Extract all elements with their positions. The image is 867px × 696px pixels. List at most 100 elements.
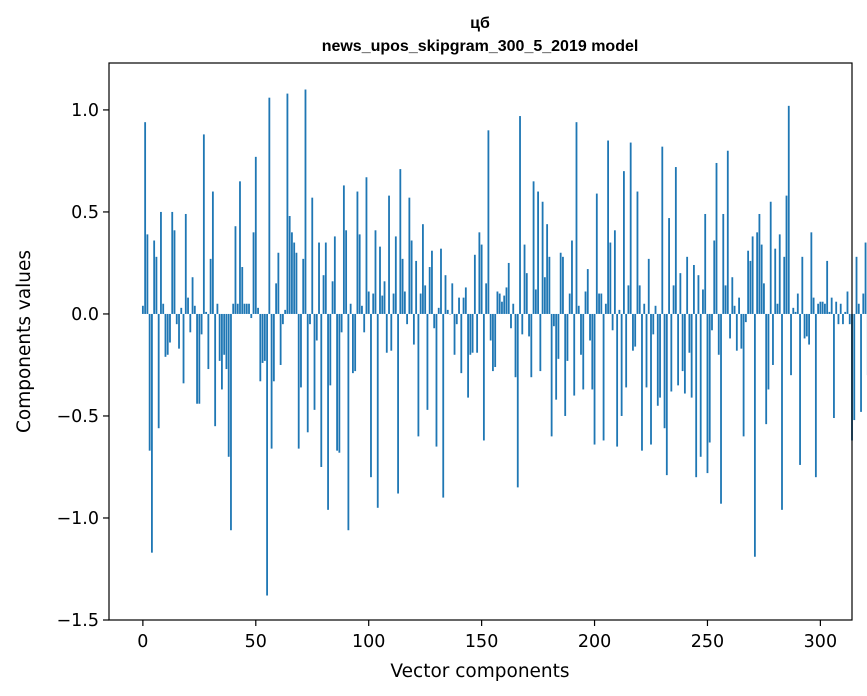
bar-117 (406, 313, 409, 325)
bar-317 (857, 303, 860, 314)
bar-259 (726, 150, 729, 314)
bar-119 (410, 240, 413, 314)
bar-182 (552, 313, 555, 327)
x-tick-label: 0 (137, 632, 148, 652)
chart-subtitle: news_upos_skipgram_300_5_2019 model (322, 38, 639, 55)
bar-169 (523, 244, 526, 314)
bar-315 (853, 313, 856, 421)
bar-283 (781, 313, 783, 510)
bar-226 (652, 313, 655, 335)
bar-234 (670, 313, 673, 392)
bar-102 (372, 293, 375, 314)
bar-160 (503, 295, 506, 314)
bar-series (141, 89, 867, 596)
bar-23 (193, 305, 196, 314)
bar-311 (844, 311, 847, 314)
bar-230 (661, 146, 664, 314)
bar-151 (482, 313, 485, 441)
bar-279 (772, 313, 774, 365)
bar-203 (600, 293, 603, 314)
bar-47 (248, 303, 250, 314)
bar-134 (444, 275, 447, 314)
bar-269 (749, 260, 752, 314)
bar-316 (855, 256, 858, 314)
bar-254 (715, 162, 718, 314)
x-tick-label: 300 (804, 632, 837, 652)
bar-87 (338, 313, 341, 453)
bar-281 (776, 303, 779, 314)
bar-130 (435, 313, 438, 447)
bar-61 (279, 313, 282, 365)
bar-139 (455, 313, 458, 325)
bar-205 (604, 303, 607, 314)
bar-224 (647, 258, 650, 314)
bar-69 (297, 313, 300, 449)
bar-178 (543, 277, 546, 314)
bar-186 (562, 256, 564, 314)
bar-25 (198, 313, 201, 404)
bar-154 (489, 313, 492, 341)
bar-174 (534, 289, 537, 314)
bar-78 (318, 242, 320, 314)
bar-266 (742, 313, 745, 437)
bar-239 (681, 313, 684, 372)
bar-41 (234, 226, 237, 314)
bar-70 (300, 313, 302, 388)
bar-100 (367, 291, 370, 314)
bar-307 (835, 301, 838, 314)
bar-155 (492, 313, 494, 372)
bar-109 (388, 195, 390, 314)
bar-56 (268, 97, 271, 314)
bar-165 (514, 313, 517, 378)
bar-113 (397, 313, 399, 494)
bar-104 (376, 313, 379, 508)
bar-141 (460, 313, 463, 374)
bar-54 (263, 313, 266, 361)
bar-21 (189, 313, 192, 333)
bar-202 (598, 293, 600, 314)
y-tick-label: −0.5 (57, 407, 100, 427)
bar-207 (609, 242, 612, 314)
bar-295 (808, 313, 810, 345)
x-tick-label: 50 (245, 632, 267, 652)
bar-181 (550, 313, 553, 437)
bar-135 (446, 309, 449, 314)
bar-131 (437, 307, 440, 314)
bar-98 (363, 313, 366, 333)
bar-252 (711, 313, 713, 331)
bar-66 (291, 232, 293, 314)
bar-166 (516, 313, 519, 488)
bar-280 (774, 248, 777, 314)
bar-48 (250, 313, 253, 319)
bar-110 (390, 313, 393, 351)
bar-43 (239, 181, 241, 314)
bar-74 (309, 313, 311, 325)
bar-305 (830, 297, 833, 314)
bar-133 (442, 313, 445, 498)
bar-27 (202, 134, 205, 314)
bar-30 (209, 258, 212, 314)
bar-9 (162, 303, 165, 314)
bar-212 (620, 313, 623, 416)
bar-115 (401, 258, 404, 314)
bar-4 (151, 313, 153, 553)
bar-57 (270, 313, 273, 449)
bar-235 (672, 285, 675, 314)
bar-60 (277, 252, 280, 314)
bar-263 (735, 313, 738, 351)
bar-163 (510, 313, 512, 329)
bar-180 (548, 256, 551, 314)
bar-313 (848, 313, 851, 325)
bar-13 (171, 211, 174, 314)
bar-171 (528, 313, 530, 337)
bar-320 (864, 242, 867, 314)
y-tick-label: 0.5 (71, 203, 99, 223)
bar-92 (349, 303, 352, 314)
bar-213 (623, 171, 625, 314)
bar-183 (555, 313, 558, 400)
bar-221 (641, 313, 643, 451)
bar-84 (331, 281, 334, 314)
bar-101 (370, 313, 372, 478)
